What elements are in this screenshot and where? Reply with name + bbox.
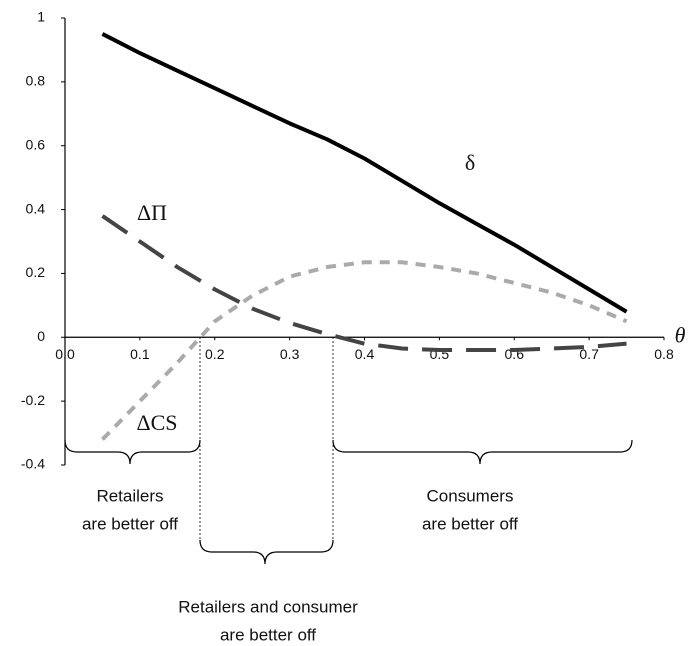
y-tick-label: 0.8 (26, 73, 46, 89)
y-tick-label: 1 (37, 9, 45, 25)
brace (332, 439, 633, 465)
annotation: Retailers (96, 486, 163, 505)
series-label: ΔCS (136, 410, 177, 435)
x-tick-label: 0.8 (654, 346, 674, 362)
annotation: are better off (422, 514, 518, 533)
y-tick-label: 0 (37, 328, 45, 344)
series-line (101, 214, 627, 353)
y-tick-label: 0.2 (26, 264, 46, 280)
y-tick-label: -0.4 (21, 456, 45, 472)
brace (64, 439, 201, 465)
x-tick-label: 0.0 (55, 346, 75, 362)
annotation: Retailers and consumer (178, 597, 358, 616)
x-tick-label: 0.7 (579, 346, 599, 362)
x-tick-label: 0.1 (130, 346, 150, 362)
series-label: δ (465, 150, 475, 175)
y-tick-label: -0.2 (21, 392, 45, 408)
annotation: are better off (82, 514, 178, 533)
series-line (101, 32, 628, 314)
x-axis-label: θ (675, 322, 686, 347)
annotation: are better off (220, 625, 316, 644)
series-label: ΔΠ (137, 200, 167, 225)
x-tick-label: 0.4 (355, 346, 375, 362)
series-line (101, 260, 628, 441)
y-tick-label: 0.4 (26, 200, 46, 216)
annotation: Consumers (427, 486, 514, 505)
x-tick-label: 0.2 (205, 346, 225, 362)
x-tick-label: 0.3 (280, 346, 300, 362)
braces (64, 337, 633, 565)
brace (199, 539, 334, 565)
y-tick-label: 0.6 (26, 136, 46, 152)
